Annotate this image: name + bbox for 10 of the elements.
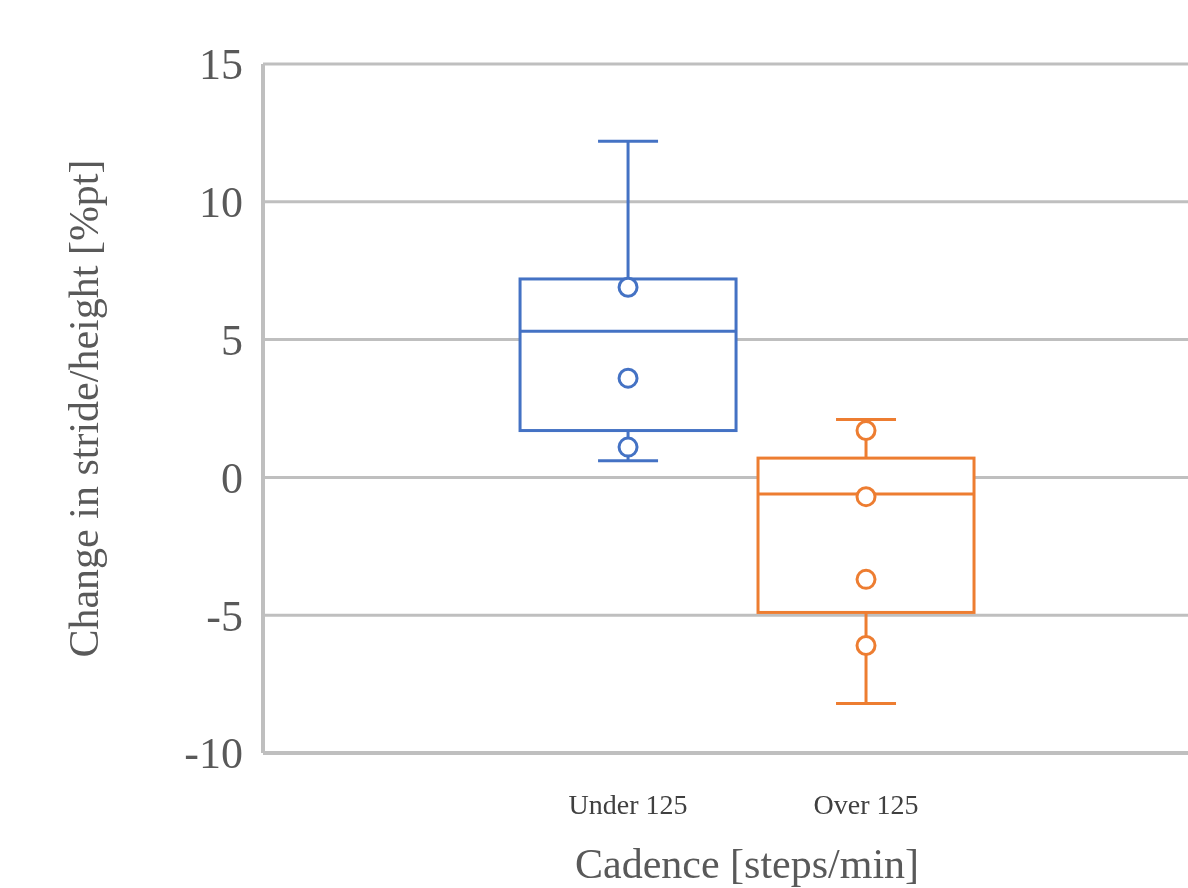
- y-tick-label: 15: [199, 40, 243, 90]
- x-tick-label: Over 125: [813, 789, 919, 820]
- y-tick-label: 0: [221, 453, 243, 503]
- x-tick-label: Under 125: [568, 789, 688, 820]
- y-tick-label: 5: [221, 316, 243, 365]
- y-tick-label: -10: [184, 729, 243, 779]
- y-tick-label: 10: [199, 178, 243, 228]
- x-axis-title: Cadence [steps/min]: [575, 841, 920, 887]
- y-axis-title: Change in stride/height [%pt]: [61, 159, 107, 658]
- y-tick-label: -5: [206, 591, 243, 641]
